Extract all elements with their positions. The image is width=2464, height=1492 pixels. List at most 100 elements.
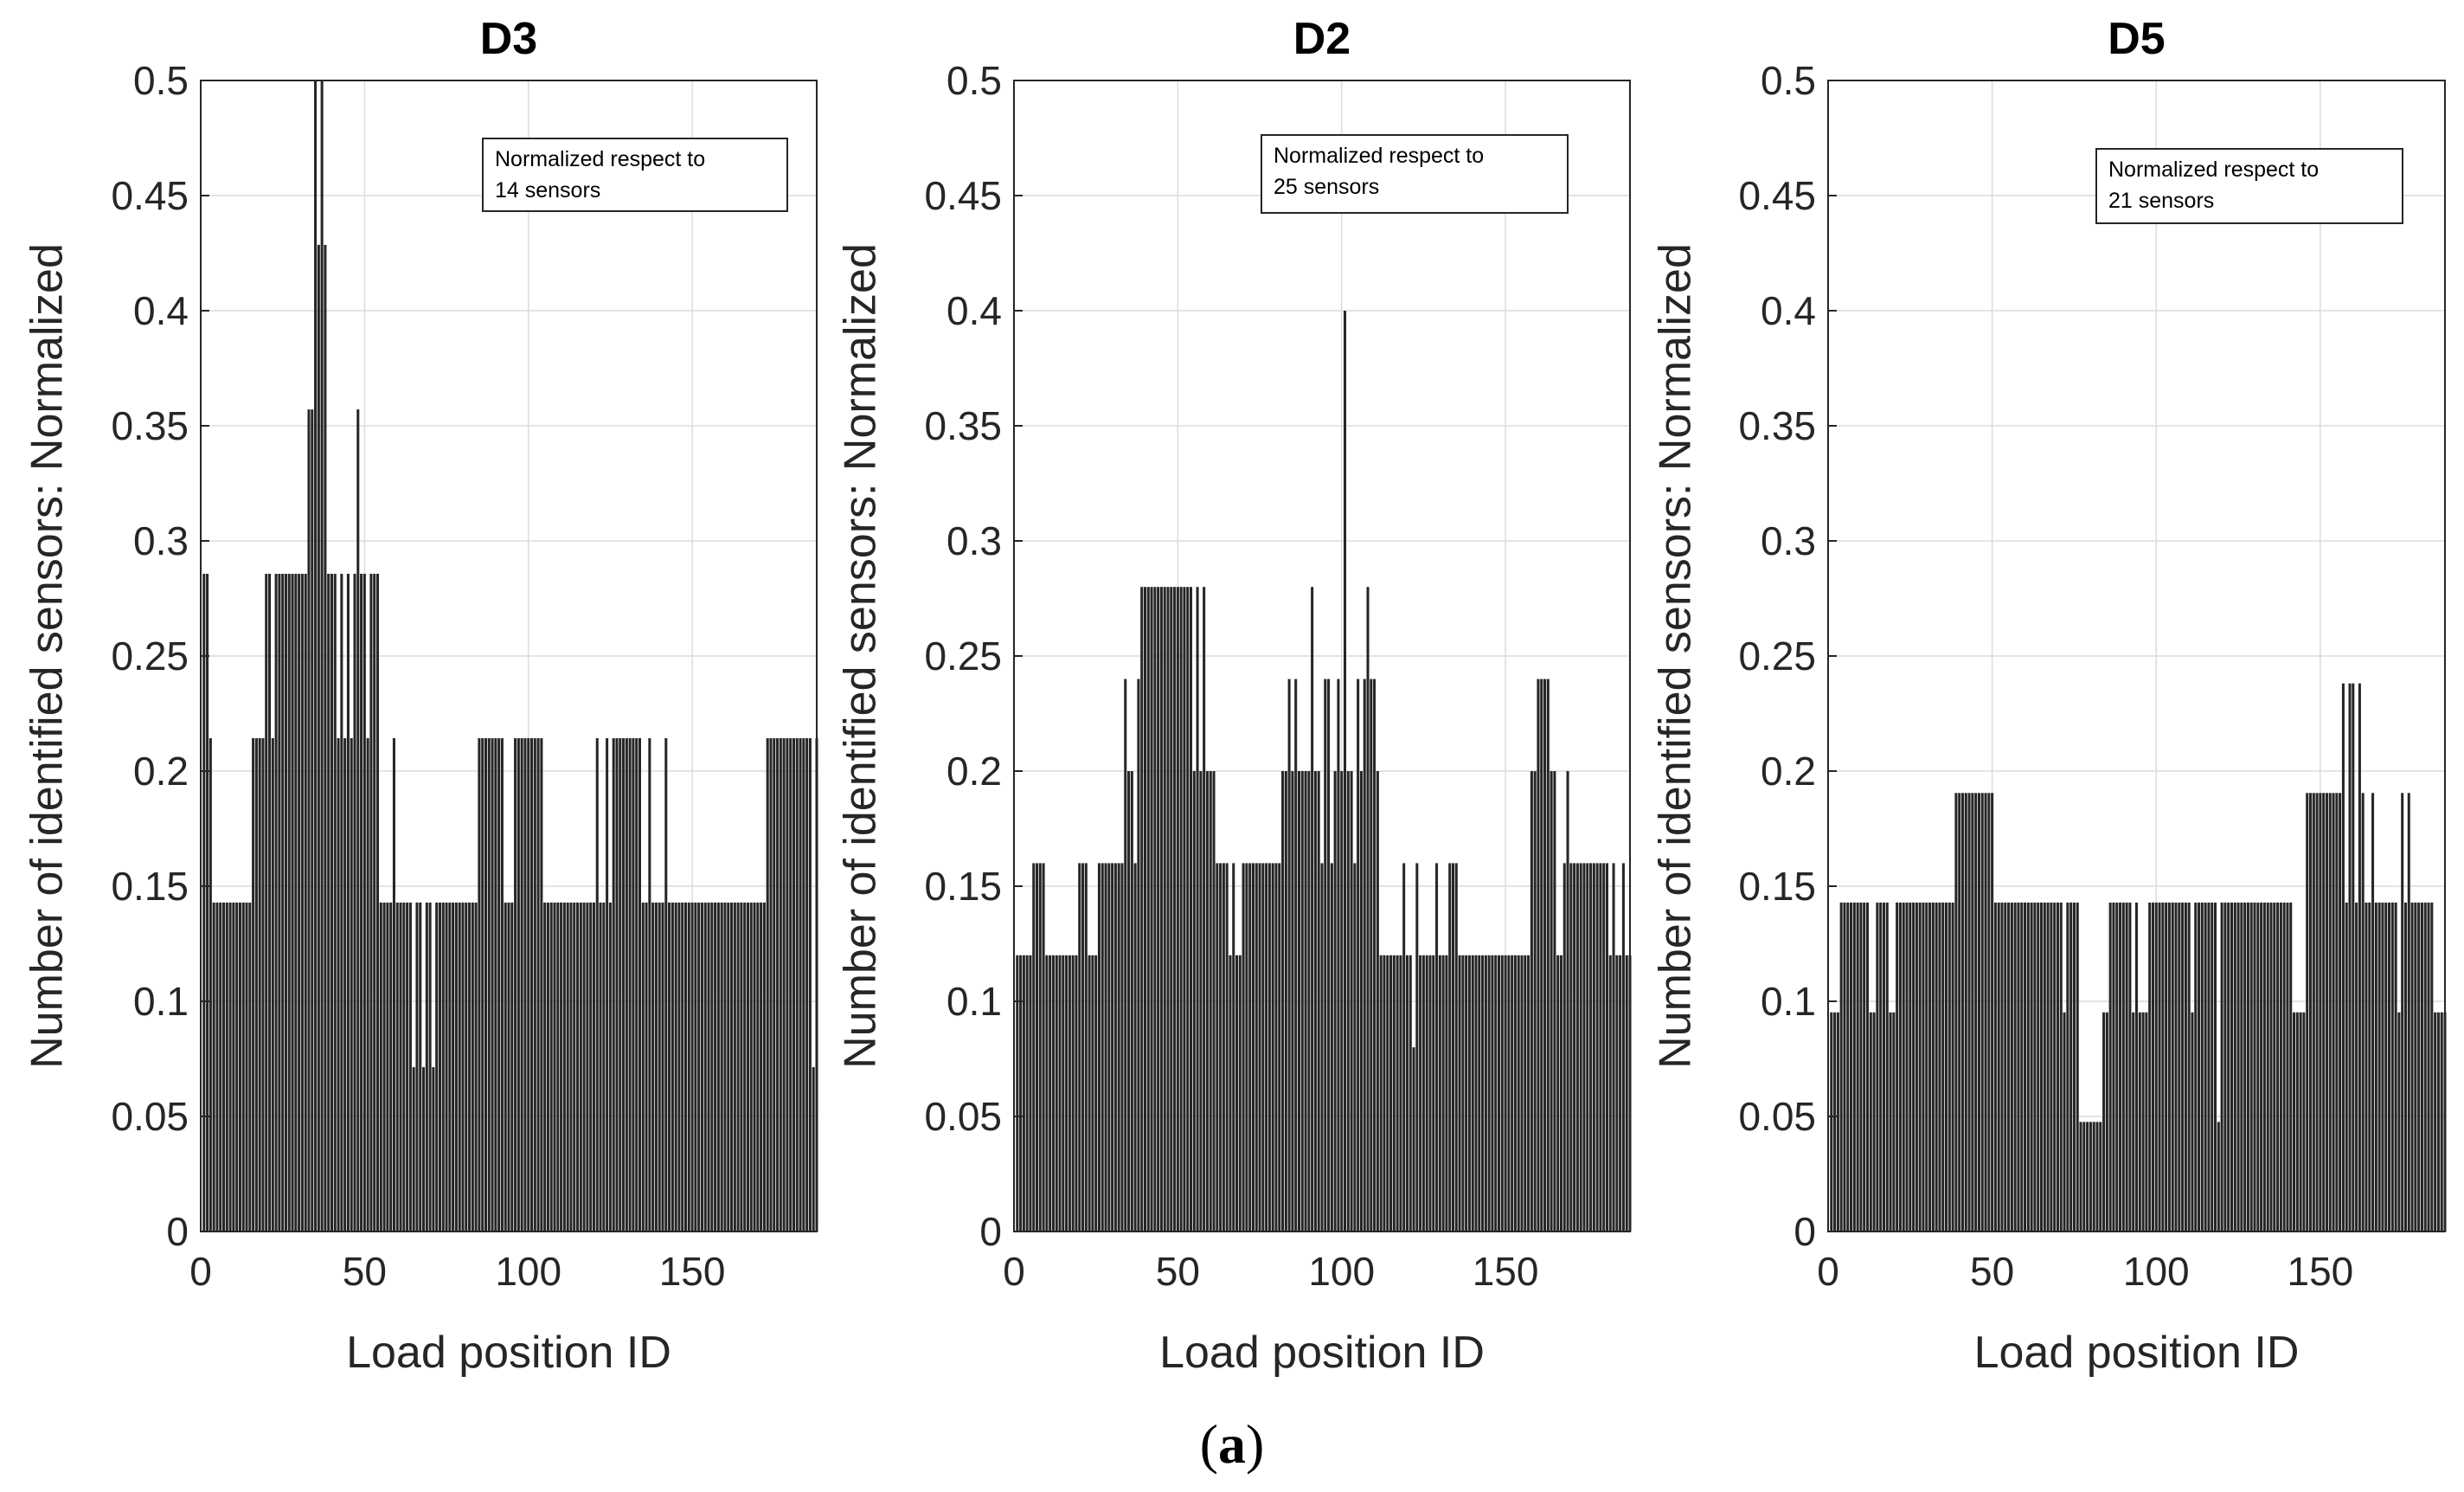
bar xyxy=(684,902,688,1232)
bar xyxy=(1830,1012,1833,1232)
bar xyxy=(2154,902,2158,1232)
bar xyxy=(2341,683,2345,1232)
bar xyxy=(1511,955,1514,1232)
bar xyxy=(1022,955,1025,1232)
y-tick-label: 0.4 xyxy=(1761,288,1816,333)
bar xyxy=(465,902,468,1232)
bar xyxy=(1216,863,1219,1232)
bar xyxy=(2086,1122,2089,1232)
x-tick-label: 0 xyxy=(189,1249,212,1294)
bar xyxy=(730,902,734,1232)
bar xyxy=(1898,902,1902,1232)
bar xyxy=(716,902,720,1232)
bar xyxy=(507,902,510,1232)
x-tick-label: 150 xyxy=(1473,1249,1539,1294)
bar xyxy=(209,737,212,1232)
bar xyxy=(2381,902,2384,1232)
bar xyxy=(1402,863,1406,1232)
bar xyxy=(2308,793,2313,1232)
bar xyxy=(2368,902,2371,1232)
bar xyxy=(1124,678,1127,1232)
bar xyxy=(2279,902,2282,1232)
bar xyxy=(1846,902,1850,1232)
bar xyxy=(1242,863,1245,1232)
bar xyxy=(1170,587,1173,1232)
bar xyxy=(1333,771,1337,1232)
bar xyxy=(2260,902,2263,1232)
bar xyxy=(573,902,576,1232)
bar xyxy=(773,737,776,1232)
bar xyxy=(1071,955,1075,1232)
y-tick-label: 0 xyxy=(1793,1209,1816,1254)
bar xyxy=(491,737,494,1232)
bar xyxy=(1852,902,1856,1232)
bar xyxy=(1879,902,1883,1232)
bar xyxy=(2217,1122,2220,1232)
bar xyxy=(1938,902,1941,1232)
bar xyxy=(1964,793,1967,1232)
bar xyxy=(412,1067,415,1232)
bar xyxy=(1507,955,1511,1232)
bar xyxy=(2423,902,2427,1232)
bar xyxy=(1245,863,1248,1232)
bar xyxy=(258,737,261,1232)
bar xyxy=(1991,793,1994,1232)
bar xyxy=(1621,863,1625,1232)
bar xyxy=(2059,902,2063,1232)
bar xyxy=(1088,955,1091,1232)
bar xyxy=(2108,902,2112,1232)
bar xyxy=(1258,863,1261,1232)
bar xyxy=(1104,863,1107,1232)
bar xyxy=(2273,902,2276,1232)
bar xyxy=(736,902,740,1232)
bar xyxy=(1049,955,1052,1232)
bar xyxy=(1140,587,1144,1232)
bar xyxy=(353,574,356,1232)
bar xyxy=(1287,678,1291,1232)
bar xyxy=(651,902,655,1232)
y-axis-label: Number of identified sensors: Normalized xyxy=(836,243,886,1069)
bar xyxy=(1065,955,1068,1232)
bar xyxy=(700,902,703,1232)
bar xyxy=(235,902,239,1232)
bar xyxy=(641,902,645,1232)
bar xyxy=(2004,902,2007,1232)
bar xyxy=(2388,902,2391,1232)
annotation-text: 25 sensors xyxy=(1274,175,1379,199)
bar xyxy=(543,902,547,1232)
bar xyxy=(1281,771,1285,1232)
bar xyxy=(1173,587,1177,1232)
bar xyxy=(1376,771,1379,1232)
bar xyxy=(1935,902,1938,1232)
bar xyxy=(795,737,799,1232)
y-tick-label: 0.25 xyxy=(1738,633,1816,678)
bar xyxy=(1615,955,1619,1232)
bar xyxy=(1100,863,1104,1232)
bar xyxy=(271,737,274,1232)
bar xyxy=(749,902,753,1232)
bar xyxy=(1163,587,1166,1232)
bar xyxy=(366,737,369,1232)
bar xyxy=(386,902,389,1232)
bar xyxy=(2141,1012,2145,1232)
bar xyxy=(2151,902,2154,1232)
bar xyxy=(2046,902,2050,1232)
bar xyxy=(1042,863,1045,1232)
bar xyxy=(2312,793,2315,1232)
bar xyxy=(2223,902,2227,1232)
bar xyxy=(1278,863,1281,1232)
bar xyxy=(1297,771,1300,1232)
bar xyxy=(1366,587,1370,1232)
bar xyxy=(1340,771,1344,1232)
bar xyxy=(2407,793,2410,1232)
bar xyxy=(2365,902,2368,1232)
bar xyxy=(2374,902,2377,1232)
bar xyxy=(1608,955,1612,1232)
bar xyxy=(2145,1012,2148,1232)
annotation-box: Normalized respect to 25 sensors xyxy=(1261,134,1569,214)
bar xyxy=(1428,955,1432,1232)
bar xyxy=(389,902,393,1232)
bar xyxy=(589,902,593,1232)
bar xyxy=(1051,955,1055,1232)
y-tick-label: 0.35 xyxy=(111,403,189,448)
